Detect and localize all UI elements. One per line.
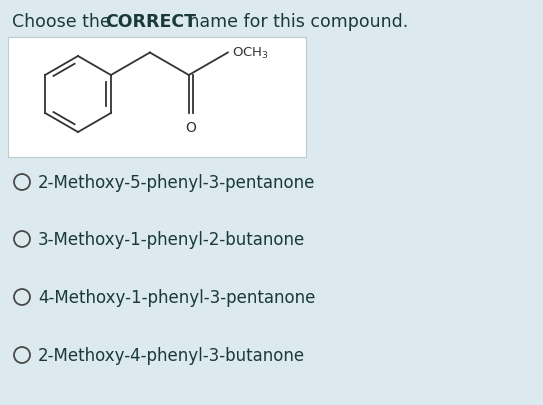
Bar [8,38,306,158]
Text: O: O [185,121,196,135]
Text: 2-Methoxy-5-phenyl-3-pentanone: 2-Methoxy-5-phenyl-3-pentanone [38,174,315,192]
Text: 3-Methoxy-1-phenyl-2-butanone: 3-Methoxy-1-phenyl-2-butanone [38,230,305,248]
Text: name for this compound.: name for this compound. [183,13,408,31]
Text: 4-Methoxy-1-phenyl-3-pentanone: 4-Methoxy-1-phenyl-3-pentanone [38,288,315,306]
Text: CORRECT: CORRECT [105,13,196,31]
Text: Choose the: Choose the [12,13,116,31]
Text: OCH$_3$: OCH$_3$ [232,46,269,61]
Text: 2-Methoxy-4-phenyl-3-butanone: 2-Methoxy-4-phenyl-3-butanone [38,346,305,364]
